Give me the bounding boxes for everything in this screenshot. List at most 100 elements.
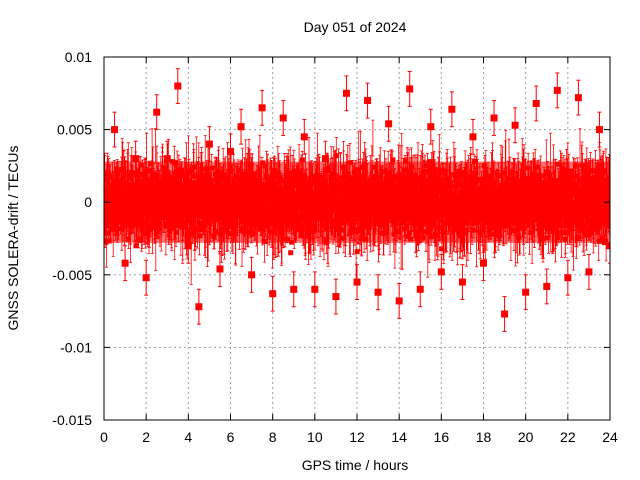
y-tick-label: 0.005 [57,122,92,138]
x-tick-label: 0 [100,429,108,445]
x-tick-label: 8 [269,429,277,445]
square-marker [142,274,150,282]
noise-cloud [104,119,610,285]
square-marker [227,147,234,155]
data-point [574,79,582,116]
square-marker [237,123,245,131]
data-point [279,100,287,136]
data-point [300,118,308,155]
data-point [321,140,329,177]
square-marker [374,288,382,296]
square-marker [279,114,287,122]
square-marker [585,268,593,276]
square-marker [153,108,161,116]
square-marker [111,126,119,134]
square-marker [258,104,266,112]
data-point [258,89,266,126]
data-point [216,251,224,287]
square-marker [205,140,213,148]
square-marker [353,278,361,286]
y-tick-label: -0.01 [60,339,92,355]
x-tick-label: 6 [227,429,235,445]
data-point [132,140,140,177]
x-tick-label: 2 [142,429,150,445]
data-point [416,271,424,308]
data-point [385,105,393,142]
square-marker [564,274,572,282]
square-marker [532,99,540,107]
data-point [406,71,414,107]
data-point [142,259,150,296]
data-point [427,108,435,145]
square-marker [248,271,256,279]
data-point [353,264,361,300]
data-point [153,94,161,131]
square-marker [606,242,610,250]
data-point [522,274,530,311]
data-point [595,111,603,148]
ticks: 0 2 4 6 8 10 12 14 16 18 20 22 24-0.015-0.01-0.00500… [52,49,618,445]
data-point [311,271,319,308]
square-marker [395,297,403,305]
square-marker [511,121,519,129]
square-marker [437,268,445,276]
square-marker [595,126,603,134]
square-marker [458,278,466,286]
data-point [543,268,551,305]
data-point [364,82,372,119]
data-point [437,253,445,290]
square-marker [406,85,414,93]
y-tick-label: 0 [84,194,92,210]
square-marker [195,303,203,311]
data-point [104,155,108,192]
data-point [163,140,171,177]
data-point [606,227,610,264]
data-point [237,108,245,145]
square-marker [332,293,340,301]
square-marker [574,94,582,102]
data-point [205,126,213,163]
data-point [511,107,519,144]
square-marker [501,310,509,318]
data-point [501,296,509,332]
data-point [553,72,561,109]
square-marker [184,242,192,250]
square-marker [427,123,435,131]
series-layer [104,68,610,332]
data-point [184,227,192,264]
chart-title: Day 051 of 2024 [304,19,407,35]
data-point [332,278,340,315]
data-point [174,68,182,104]
data-point [227,133,234,170]
y-axis-label: GNSS SOLERA-drift / TECUs [5,146,21,331]
square-marker [163,155,171,163]
square-marker [553,86,561,94]
square-marker [480,259,487,267]
data-point [469,118,477,155]
data-point [395,283,403,319]
data-point [248,256,256,293]
y-tick-label: 0.01 [65,49,92,65]
data-point [374,274,382,311]
square-marker [311,285,319,293]
data-point [342,75,350,112]
square-marker [490,114,498,122]
square-marker [104,169,108,177]
data-point [564,259,572,296]
data-point [195,288,203,325]
x-tick-label: 12 [349,429,365,445]
square-marker [522,288,530,296]
square-marker [121,259,129,267]
square-marker [269,290,277,298]
data-point [111,111,119,148]
data-point [480,245,487,282]
x-tick-label: 16 [434,429,450,445]
square-marker [364,97,372,105]
x-tick-label: 18 [476,429,492,445]
square-marker [174,82,182,90]
square-marker [543,282,551,290]
square-marker [216,265,224,273]
square-marker [321,155,329,163]
data-point [532,85,540,122]
